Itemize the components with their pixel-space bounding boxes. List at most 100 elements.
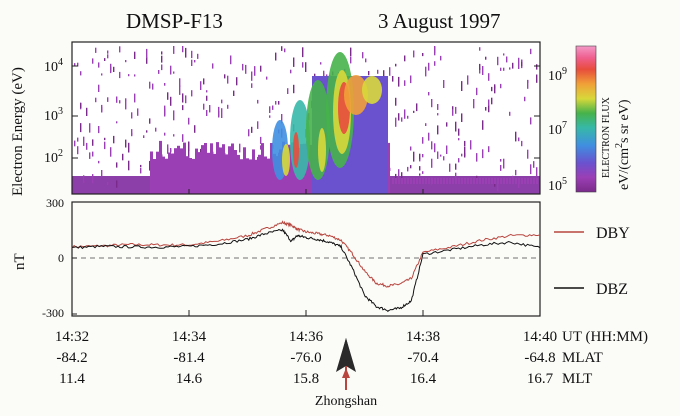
spec-streak [428,132,430,141]
station-label: Zhongshan [315,394,377,409]
spec-column [249,159,252,194]
spec-streak [482,149,484,159]
spec-streak [404,80,406,86]
spec-streak [410,165,412,169]
spec-streak [197,53,199,59]
spec-streak [107,54,109,59]
spec-streak [113,135,115,144]
magnetometer-panel: 300 0 -300 nT [12,189,541,320]
spec-streak [104,58,106,61]
spec-streak [128,74,130,77]
spec-streak [92,174,94,184]
spec-low-streak [416,178,418,184]
spec-streak [293,84,295,94]
spec-streak [473,99,475,109]
spec-streak [503,67,505,71]
spec-streak [368,71,370,76]
spec-streak [119,46,121,53]
mag-ytick-300: 300 [46,196,64,210]
spec-streak [404,55,406,62]
spec-streak [302,62,304,68]
spec-streak [167,92,169,100]
spec-streak [179,85,181,95]
spec-streak [527,149,529,152]
spec-low-streak [473,178,475,184]
spec-streak [80,71,82,76]
mlt-3: 15.8 [293,371,319,387]
spec-streak [419,158,421,162]
spec-streak [488,105,490,113]
spec-streak [434,46,436,53]
spec-column [225,154,228,194]
spec-streak [476,175,478,180]
spec-column [150,151,153,194]
spec-low-streak [449,178,451,184]
spec-streak [494,84,496,94]
spec-low-streak [503,178,505,184]
spec-streak [437,104,439,110]
colorbar-title: ELECTRON FLUX [601,96,612,178]
spec-streak [83,136,85,146]
spec-streak [440,55,442,61]
spec-low-streak [407,178,409,184]
spec-column [183,142,186,194]
spec-streak [521,140,523,147]
spec-streak [422,154,424,158]
ytick-1e2-base: 10 [44,151,58,166]
spec-streak [188,141,190,151]
colorbar-tick-1e5-base: 10 [548,179,562,194]
spec-column [288,144,291,194]
spec-streak [410,75,412,84]
spec-streak [512,62,514,69]
spec-streak [140,167,142,174]
spec-streak [482,120,484,130]
spec-streak [164,132,166,136]
spec-streak [107,50,109,54]
spec-streak [134,51,136,59]
spec-streak [116,162,118,168]
spec-column [201,145,204,194]
spec-low-streak [527,178,529,184]
mlat-1: -84.2 [56,350,87,366]
spec-streak [437,113,439,116]
spec-streak [110,66,112,72]
spec-streak [254,66,256,76]
spec-streak [161,64,163,71]
spec-streak [398,76,400,87]
spec-streak [149,160,151,171]
spec-streak [74,63,76,66]
spec-streak [419,166,421,171]
spec-streak [140,164,142,168]
spec-streak [446,145,448,154]
spec-streak [236,77,238,86]
spec-streak [173,46,175,54]
spec-streak [407,166,409,169]
spec-streak [389,67,391,76]
spec-streak [515,131,517,142]
spec-streak [422,137,424,144]
spec-streak [146,130,148,133]
spec-streak [323,72,325,76]
ut-row-label: UT (HH:MM) [562,329,648,345]
spec-streak [440,154,442,157]
spec-streak [257,99,259,104]
ut-1434: 14:34 [172,329,207,345]
spec-streak [257,121,259,129]
spec-streak [491,97,493,105]
spec-streak [125,139,127,148]
spec-streak [398,169,400,178]
spec-column [159,140,162,194]
spec-column [261,143,264,194]
spec-low-streak [413,178,415,184]
spec-low-streak [458,178,460,184]
spec-low-streak [512,178,514,184]
spec-low-streak [419,178,421,184]
spec-streak [536,64,538,70]
spec-streak [107,181,109,186]
spectrogram-panel: Electron Energy (eV) 102 103 104 [10,41,541,196]
spec-streak [278,101,280,105]
spec-streak [521,59,523,62]
spec-low-streak [488,178,490,184]
ut-1432: 14:32 [55,329,89,345]
spec-streak [161,55,163,63]
